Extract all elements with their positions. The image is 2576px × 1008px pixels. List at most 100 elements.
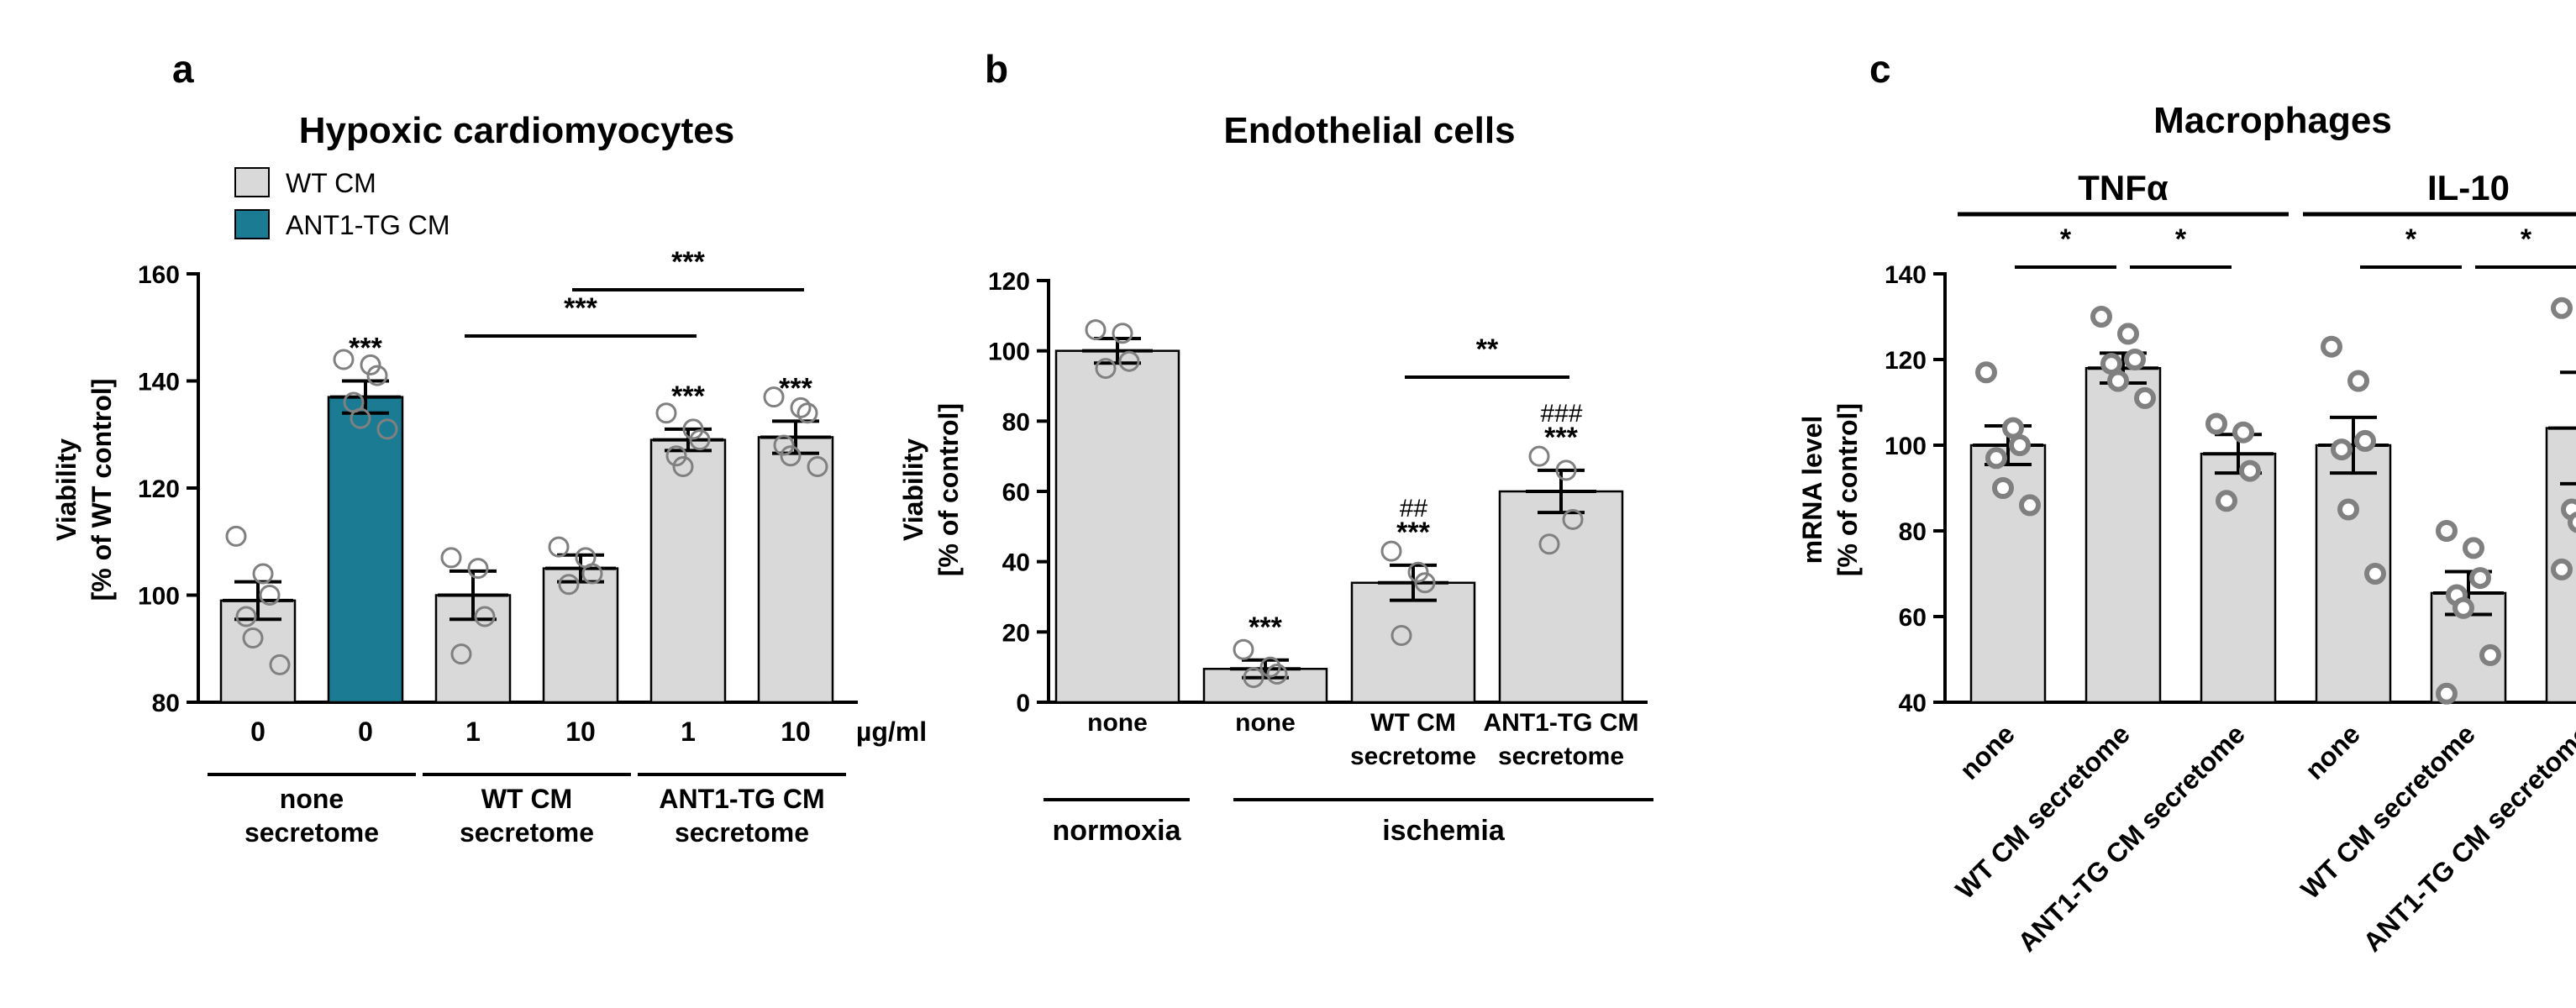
data-point bbox=[2479, 643, 2501, 666]
y-tick-label: 140 bbox=[138, 369, 180, 396]
data-point bbox=[2117, 323, 2139, 345]
bar bbox=[649, 438, 727, 704]
data-point bbox=[1259, 656, 1281, 678]
panel-label-b: b bbox=[985, 47, 1008, 91]
data-point bbox=[2331, 438, 2353, 461]
legend-swatch bbox=[234, 209, 270, 239]
data-point bbox=[2347, 370, 2369, 392]
panel-c: Macrophages mRNA level [% of control] 40 60 8… bbox=[1797, 100, 2576, 958]
data-point bbox=[259, 585, 281, 606]
group-label: IL-10 bbox=[2427, 168, 2510, 207]
data-point bbox=[252, 563, 274, 585]
y-tick-label: 100 bbox=[988, 339, 1030, 366]
y-tick-label: 80 bbox=[1899, 518, 1927, 546]
bar bbox=[1350, 581, 1476, 704]
data-point bbox=[763, 386, 785, 408]
x-tick-label: 10 bbox=[781, 717, 811, 747]
data-point bbox=[467, 558, 489, 580]
y-tick-label: 100 bbox=[138, 583, 180, 611]
comparison-label: *** bbox=[671, 246, 705, 278]
data-point bbox=[807, 456, 828, 477]
chart-title: Hypoxic cardiomyocytes bbox=[299, 110, 734, 151]
y-tick-label: 140 bbox=[1885, 261, 1927, 289]
data-point bbox=[2239, 459, 2261, 482]
data-point bbox=[1975, 361, 1997, 384]
data-point bbox=[796, 402, 818, 424]
data-point bbox=[225, 525, 247, 547]
data-point bbox=[2469, 567, 2491, 590]
data-point bbox=[780, 445, 802, 467]
x-tick-label: 1 bbox=[681, 717, 696, 747]
data-point bbox=[1112, 323, 1133, 344]
data-point bbox=[655, 402, 677, 424]
data-point bbox=[1118, 350, 1140, 372]
x-tick-label: secretome bbox=[1350, 743, 1476, 770]
y-tick-label: 0 bbox=[1016, 690, 1030, 717]
group-label: secretome bbox=[244, 817, 379, 848]
data-point bbox=[2321, 335, 2342, 358]
data-point bbox=[242, 627, 264, 648]
comparison-label: * bbox=[2521, 223, 2532, 255]
y-axis-label-line: mRNA level bbox=[1797, 416, 1827, 564]
data-point bbox=[790, 396, 812, 418]
data-point bbox=[450, 643, 472, 665]
x-tick-label: none bbox=[1235, 709, 1296, 737]
group-label: secretome bbox=[460, 817, 594, 848]
group-label: none bbox=[280, 784, 344, 814]
x-tick-label: 0 bbox=[358, 717, 373, 747]
data-point bbox=[376, 418, 398, 440]
bar bbox=[1054, 349, 1180, 704]
data-point bbox=[2009, 434, 2031, 456]
data-point bbox=[2232, 421, 2254, 444]
y-tick-label: 40 bbox=[1899, 690, 1927, 717]
bar bbox=[327, 396, 404, 704]
data-point bbox=[2107, 370, 2129, 392]
data-point bbox=[581, 563, 603, 585]
y-tick-label: 20 bbox=[1002, 619, 1030, 647]
data-point bbox=[440, 547, 462, 569]
significance-label: *** bbox=[1249, 612, 1282, 643]
x-tick-label: 10 bbox=[565, 717, 596, 747]
bar bbox=[757, 436, 834, 704]
data-point bbox=[2463, 537, 2484, 559]
group-label: WT CM bbox=[481, 784, 572, 814]
x-tick-label: ANT1-TG CM secretome bbox=[2011, 718, 2250, 957]
data-point bbox=[2134, 386, 2156, 409]
data-point bbox=[689, 429, 711, 451]
data-point bbox=[1085, 319, 1107, 341]
data-point bbox=[1555, 459, 1577, 481]
legend-swatch bbox=[234, 167, 270, 197]
y-axis-label-line: [% of control] bbox=[1832, 403, 1863, 576]
y-tick-label: 120 bbox=[988, 268, 1030, 296]
y-tick-label: 120 bbox=[1885, 347, 1927, 375]
chart-title: Macrophages bbox=[2153, 100, 2392, 141]
data-point bbox=[235, 606, 257, 627]
panel-label-a: a bbox=[172, 47, 194, 91]
chart-title: Endothelial cells bbox=[1223, 110, 1515, 151]
data-point bbox=[2100, 353, 2122, 375]
comparison-label: * bbox=[2175, 223, 2187, 255]
data-point bbox=[1380, 540, 1402, 562]
data-point bbox=[474, 606, 496, 627]
data-point bbox=[333, 349, 355, 370]
comparison-label: ** bbox=[1476, 333, 1499, 365]
x-tick-label: 0 bbox=[250, 717, 265, 747]
data-point bbox=[2452, 596, 2474, 619]
data-point bbox=[2002, 417, 2024, 439]
group-label: normoxia bbox=[1052, 815, 1181, 847]
y-axis-label-line: Viability bbox=[51, 438, 81, 541]
x-tick-label: none bbox=[1953, 718, 2021, 785]
data-point bbox=[350, 407, 371, 429]
y-tick-label: 60 bbox=[1002, 479, 1030, 507]
data-point bbox=[548, 536, 570, 558]
bar bbox=[1498, 490, 1624, 704]
data-point bbox=[1985, 447, 2007, 470]
significance-label: ### bbox=[1540, 400, 1582, 428]
data-point bbox=[1414, 572, 1436, 594]
y-tick-label: 100 bbox=[1885, 433, 1927, 460]
data-point bbox=[2354, 429, 2376, 452]
data-point bbox=[2019, 494, 2041, 517]
group-label: secretome bbox=[675, 817, 809, 848]
data-point bbox=[1528, 445, 1550, 467]
